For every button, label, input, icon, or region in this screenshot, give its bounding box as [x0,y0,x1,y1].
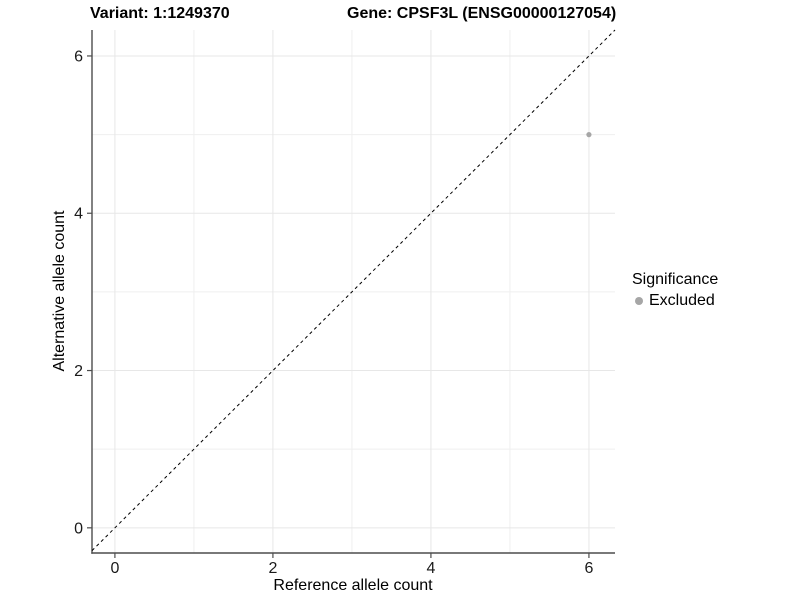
legend-title: Significance [632,271,719,288]
x-tick-label: 6 [584,560,593,577]
legend-entry-excluded: Excluded [632,292,718,310]
y-tick-label: 2 [74,363,83,380]
legend-dot-icon [635,297,643,305]
legend-entry-label: Excluded [649,292,715,309]
x-axis-label: Reference allele count [273,577,433,594]
variant-title: Variant: 1:1249370 [90,5,230,22]
x-tick-label: 4 [426,560,435,577]
y-axis-label: Alternative allele count [51,210,68,372]
y-tick-label: 0 [74,520,83,537]
x-tick-label: 0 [110,560,119,577]
legend: Significance Excluded [632,271,718,310]
identity-dashed-line [91,29,616,551]
data-point [586,132,592,138]
x-tick-label: 2 [268,560,277,577]
y-tick-label: 4 [74,206,83,223]
gene-title: Gene: CPSF3L (ENSG00000127054) [347,5,617,22]
y-tick-label: 6 [74,48,83,65]
